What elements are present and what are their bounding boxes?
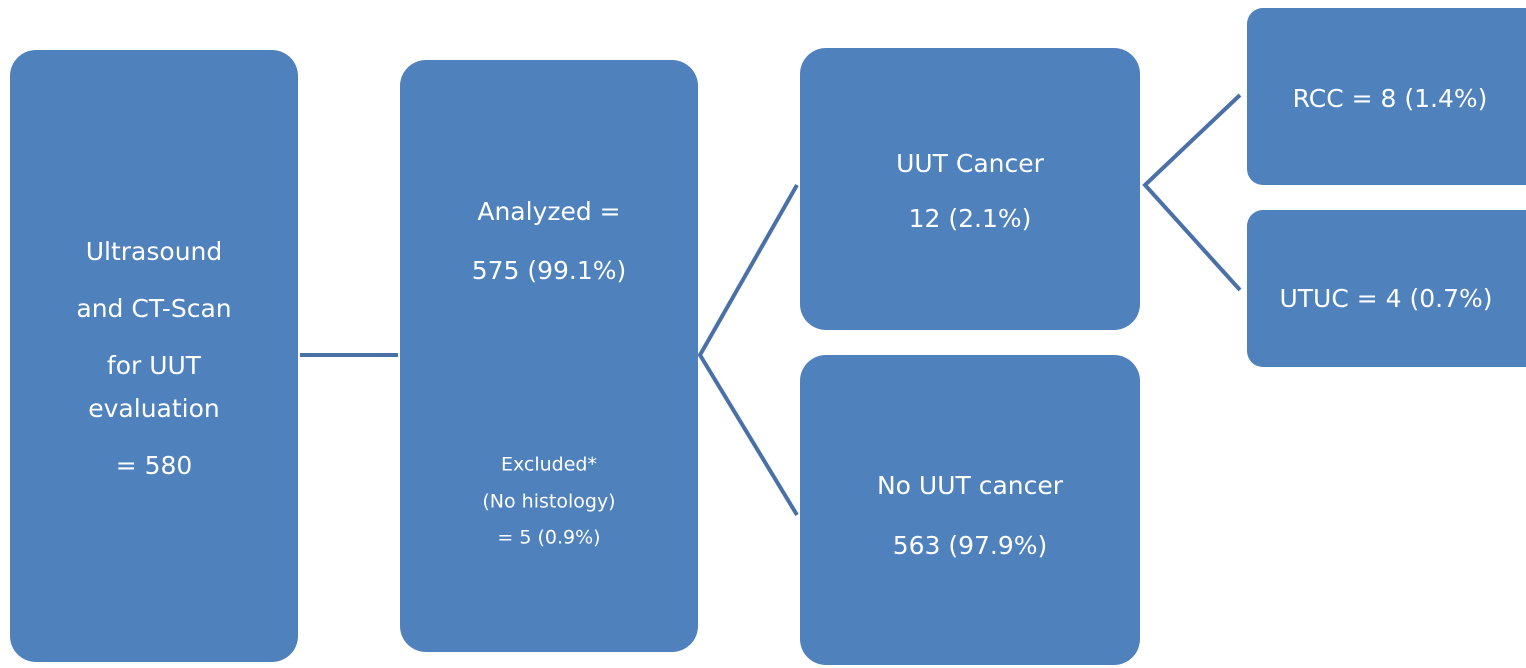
boxes bbox=[10, 8, 1526, 665]
node-label: evaluation bbox=[88, 394, 220, 423]
box bbox=[800, 355, 1140, 665]
node-label: RCC = 8 (1.4%) bbox=[1293, 84, 1488, 113]
node-label: 575 (99.1%) bbox=[472, 256, 627, 285]
node-label: UUT Cancer bbox=[896, 149, 1045, 178]
node-label: Ultrasound bbox=[86, 237, 223, 266]
box bbox=[10, 50, 298, 662]
node-label: and CT-Scan bbox=[76, 294, 231, 323]
node-label: Analyzed = bbox=[477, 197, 620, 226]
node-label: UTUC = 4 (0.7%) bbox=[1279, 284, 1492, 313]
node-label: 563 (97.9%) bbox=[893, 531, 1048, 560]
node-note: (No histology) bbox=[482, 491, 615, 513]
connector bbox=[697, 184, 799, 517]
box bbox=[1247, 210, 1526, 367]
node-note: Excluded* bbox=[501, 454, 597, 476]
node-label: 12 (2.1%) bbox=[909, 204, 1032, 233]
box bbox=[800, 48, 1140, 330]
node-note: = 5 (0.9%) bbox=[497, 527, 600, 549]
box bbox=[1247, 8, 1526, 185]
connectors bbox=[300, 93, 1242, 517]
node-label: = 580 bbox=[116, 451, 193, 480]
box bbox=[400, 60, 698, 652]
connector bbox=[1142, 93, 1242, 292]
node-label: for UUT bbox=[107, 351, 202, 380]
node-label: No UUT cancer bbox=[877, 471, 1064, 500]
